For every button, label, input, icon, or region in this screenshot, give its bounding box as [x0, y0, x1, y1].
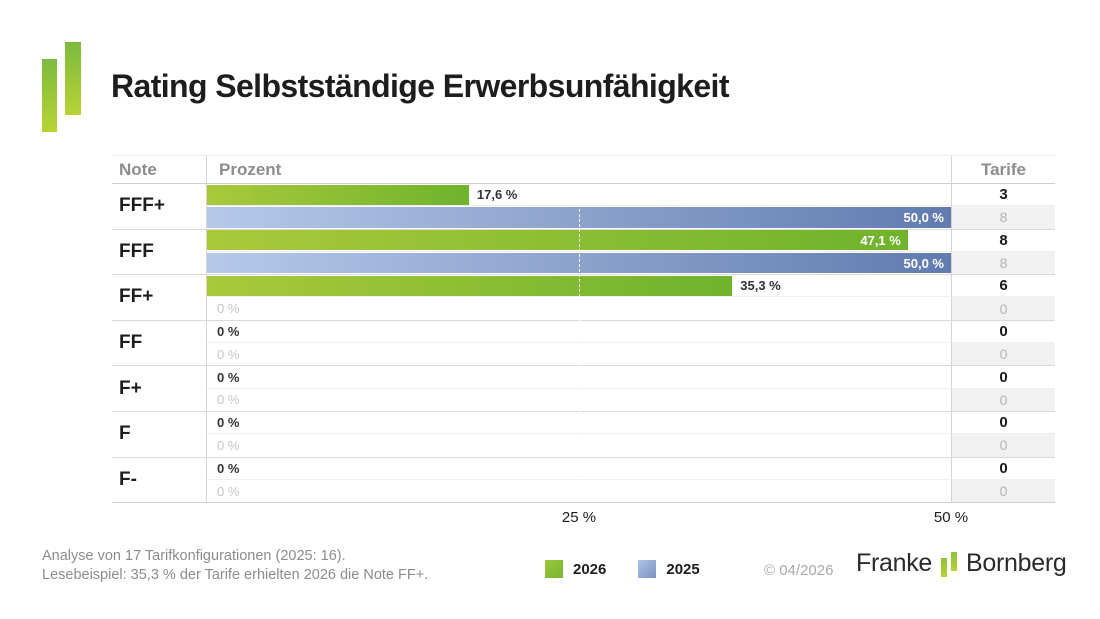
tarife-count-2025: 0	[952, 434, 1055, 457]
table-row-fffplus: FFF+ 17,6 % 3 50,0 % 8	[112, 184, 1055, 229]
note-label: F	[112, 411, 207, 457]
tarife-count-2025: 8	[952, 206, 1055, 229]
bar-cell-2025: 50,0 %	[207, 251, 952, 275]
note-label: FF	[112, 320, 207, 366]
page-title: Rating Selbstständige Erwerbsunfähigkeit	[111, 68, 730, 104]
footnote-line1: Analyse von 17 Tarifkonfigurationen (202…	[42, 548, 346, 564]
bar-cell-2026: 0 %	[207, 411, 952, 435]
footnote-line2: Lesebeispiel: 35,3 % der Tarife erhielte…	[42, 567, 429, 583]
bar-value-label: 0 %	[217, 460, 240, 476]
bar-cell-2026: 35,3 %	[207, 275, 952, 298]
bar-value-label: 47,1 %	[860, 232, 901, 248]
brand-logo-bar-icon	[65, 42, 81, 115]
tarife-count-2026: 3	[952, 184, 1055, 207]
tarife-count-2026: 0	[952, 412, 1055, 435]
brand-logo-bar-icon	[42, 59, 57, 132]
bar-value-label: 0 %	[217, 346, 240, 362]
bar-cell-2026: 47,1 %	[207, 229, 952, 252]
bar-value-label: 50,0 %	[903, 255, 944, 271]
bar-cell-2026: 0 %	[207, 457, 952, 480]
note-label: FFF+	[112, 184, 207, 229]
tarife-count-2026: 0	[952, 321, 1055, 344]
note-label: FF+	[112, 275, 207, 320]
table-row-ff: FF 0 % 0 0 % 0	[112, 319, 1055, 366]
bar-value-label: 50,0 %	[903, 209, 944, 225]
column-header-prozent: Prozent	[207, 156, 952, 183]
brand-name-bornberg: Bornberg	[966, 549, 1067, 577]
note-label: F-	[112, 457, 207, 503]
copyright-text: © 04/2026	[764, 562, 834, 579]
tarife-count-2025: 0	[952, 343, 1055, 366]
franke-bornberg-logo: Franke Bornberg	[856, 549, 1067, 578]
tarife-count-2026: 6	[952, 275, 1055, 298]
tarife-count-2025: 0	[952, 479, 1055, 503]
table-row-fplus: F+ 0 % 0 0 % 0	[112, 365, 1055, 411]
note-label: F+	[112, 366, 207, 411]
bar-value-label: 0 %	[217, 415, 240, 431]
footnote: Analyse von 17 Tarifkonfigurationen (202…	[42, 547, 428, 585]
legend: 2026 2025	[545, 560, 700, 578]
bar-2026	[207, 184, 469, 205]
x-axis-tick-25: 25 %	[561, 509, 597, 526]
table-header-row: Note Prozent Tarife	[112, 155, 1055, 184]
tarife-count-2026: 0	[952, 458, 1055, 480]
bar-value-label: 0 %	[217, 301, 240, 317]
tarife-count-2025: 0	[952, 297, 1055, 320]
column-header-tarife: Tarife	[980, 159, 1027, 179]
bar-cell-2026: 17,6 %	[207, 184, 952, 207]
table-body: FFF+ 17,6 % 3 50,0 % 8 FFF 47,1 % 8	[112, 184, 1055, 504]
table-row-fff: FFF 47,1 % 8 50,0 % 8	[112, 228, 1055, 275]
tarife-count-2026: 8	[952, 230, 1055, 252]
table-row-fminus: F- 0 % 0 0 % 0	[112, 456, 1055, 503]
bar-value-label: 17,6 %	[476, 187, 518, 203]
table-row-ffplus: FF+ 35,3 % 6 0 % 0	[112, 274, 1055, 320]
x-axis-tick-50: 50 %	[933, 509, 969, 526]
legend-swatch-2025	[638, 560, 657, 578]
bar-2026	[207, 275, 733, 296]
column-header-note: Note	[112, 156, 207, 183]
bar-value-label: 35,3 %	[740, 278, 781, 294]
bar-cell-2026: 0 %	[207, 366, 952, 389]
tarife-count-2025: 0	[952, 388, 1055, 411]
bar-2025: 50,0 %	[207, 207, 951, 228]
bar-value-label: 0 %	[217, 483, 240, 499]
note-label: FFF	[112, 229, 207, 275]
bar-cell-2025: 0 %	[207, 297, 952, 320]
table-row-f: F 0 % 0 0 % 0	[112, 410, 1055, 457]
bar-value-label: 0 %	[217, 369, 240, 385]
bar-cell-2025: 0 %	[207, 434, 952, 457]
bar-2026: 47,1 %	[207, 230, 908, 251]
tarife-count-2025: 8	[952, 251, 1055, 275]
legend-swatch-2026	[545, 560, 563, 578]
bar-value-label: 0 %	[217, 437, 240, 453]
bar-value-label: 0 %	[217, 323, 240, 339]
bar-2025: 50,0 %	[207, 252, 951, 274]
bar-cell-2025: 0 %	[207, 343, 952, 366]
bar-value-label: 0 %	[217, 392, 240, 408]
brand-name-franke: Franke	[856, 549, 933, 577]
bar-cell-2026: 0 %	[207, 320, 952, 344]
rating-table: Note Prozent Tarife FFF+ 17,6 % 3 50,0 %…	[112, 155, 1055, 526]
tarife-count-2026: 0	[952, 366, 1055, 389]
brand-logo-bar-icon	[951, 552, 958, 571]
bar-cell-2025: 0 %	[207, 388, 952, 411]
brand-logo-bar-icon	[941, 558, 948, 577]
legend-label-2025: 2025	[666, 560, 700, 578]
legend-label-2026: 2026	[573, 560, 607, 578]
bar-cell-2025: 0 %	[207, 479, 952, 503]
bar-cell-2025: 50,0 %	[207, 206, 952, 229]
